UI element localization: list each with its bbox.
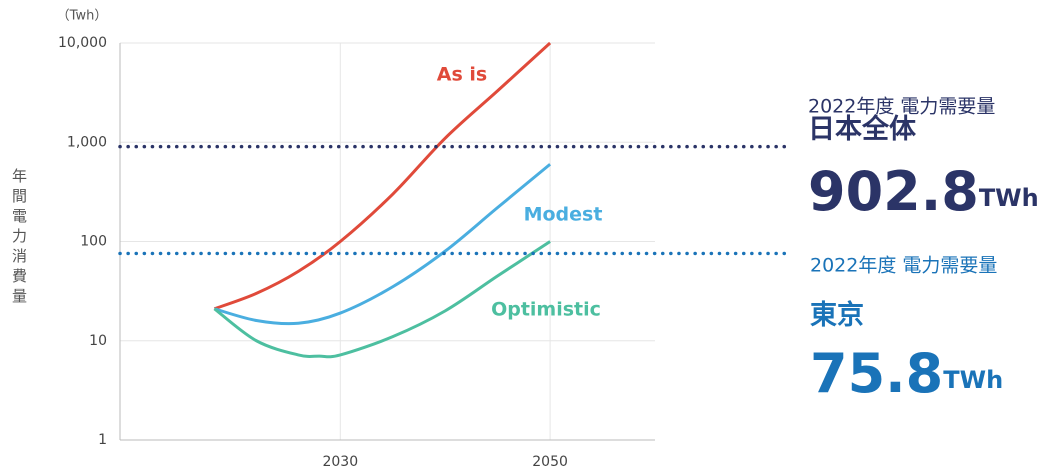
- y-unit: （Twh）: [57, 9, 108, 24]
- series-line: [213, 240, 551, 359]
- y-tick-label: 100: [80, 234, 107, 250]
- y-tick-label: 1,000: [67, 134, 107, 150]
- x-tick-label: 2030: [322, 454, 358, 470]
- reference-subtitle: 2022年度 電力需要量: [808, 96, 995, 118]
- reference-unit: TWh: [943, 366, 1003, 394]
- reference-region: 日本全体: [808, 113, 917, 145]
- series-label: Optimistic: [491, 299, 601, 321]
- reference-region: 東京: [810, 299, 864, 331]
- series-line: [214, 163, 552, 326]
- reference-number: 902.8: [808, 160, 979, 223]
- reference-unit: TWh: [979, 184, 1039, 212]
- x-tick-label: 2050: [532, 454, 568, 470]
- y-tick-label: 10,000: [58, 35, 107, 51]
- series-label: As is: [437, 64, 487, 86]
- reference-subtitle: 2022年度 電力需要量: [810, 255, 997, 277]
- series-label: Modest: [524, 204, 603, 226]
- reference-number: 75.8: [810, 342, 943, 405]
- reference-value: 75.8TWh: [810, 342, 1003, 405]
- y-tick-label: 10: [89, 333, 107, 349]
- y-tick-label: 1: [98, 432, 107, 448]
- reference-value: 902.8TWh: [808, 160, 1039, 223]
- y-axis-label: 年間電力消費量: [10, 168, 28, 308]
- series-line: [213, 41, 552, 311]
